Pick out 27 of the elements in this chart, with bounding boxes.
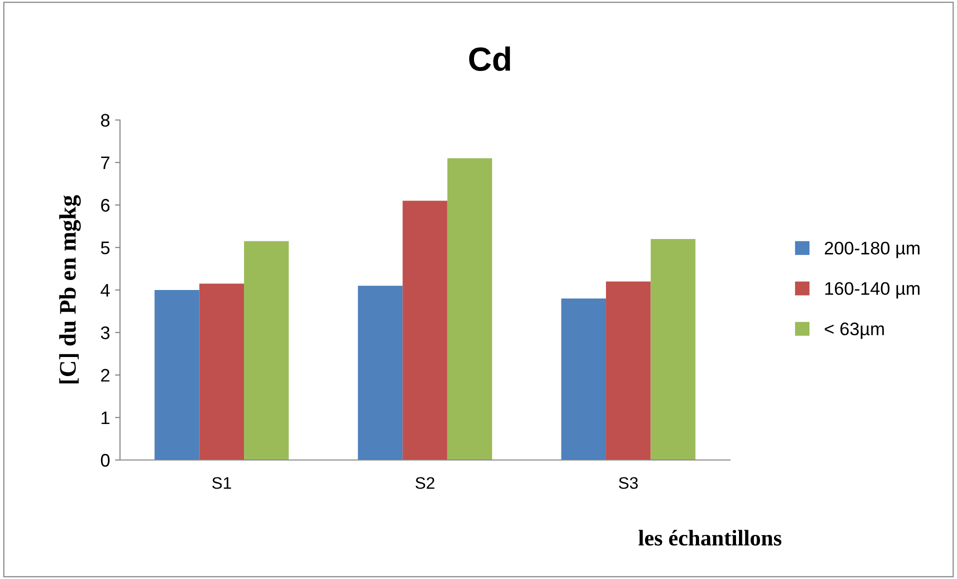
bar: [447, 158, 492, 460]
x-tick-label: S3: [618, 477, 638, 489]
y-tick-label: 5: [100, 242, 110, 254]
legend-label: 160-140 µm: [825, 282, 920, 298]
bar: [244, 241, 289, 460]
y-tick-label: 0: [100, 454, 110, 467]
x-tick-label: S2: [416, 477, 434, 489]
x-tick-label: S1: [212, 477, 232, 489]
x-axis-title: les échantillons: [638, 530, 782, 546]
y-tick-label: 2: [101, 368, 110, 382]
bar: [199, 284, 244, 460]
legend-label: < 63µm: [824, 322, 884, 339]
bar: [561, 298, 606, 460]
y-tick-label: 6: [101, 198, 110, 212]
y-tick-label: 1: [102, 412, 110, 424]
chart-title: Cd: [469, 46, 510, 71]
bar: [358, 286, 403, 460]
y-tick-label: 8: [101, 114, 110, 127]
y-axis-title: [C] du Pb en mgkg: [59, 195, 81, 384]
bar: [650, 239, 696, 460]
y-tick-label: 4: [100, 284, 110, 297]
y-tick-label: 3: [100, 326, 110, 340]
bar: [606, 282, 651, 460]
y-tick-label: 7: [101, 156, 110, 170]
bar: [154, 290, 200, 460]
bar: [402, 200, 448, 460]
legend-label: 200-180 µm: [824, 242, 920, 258]
